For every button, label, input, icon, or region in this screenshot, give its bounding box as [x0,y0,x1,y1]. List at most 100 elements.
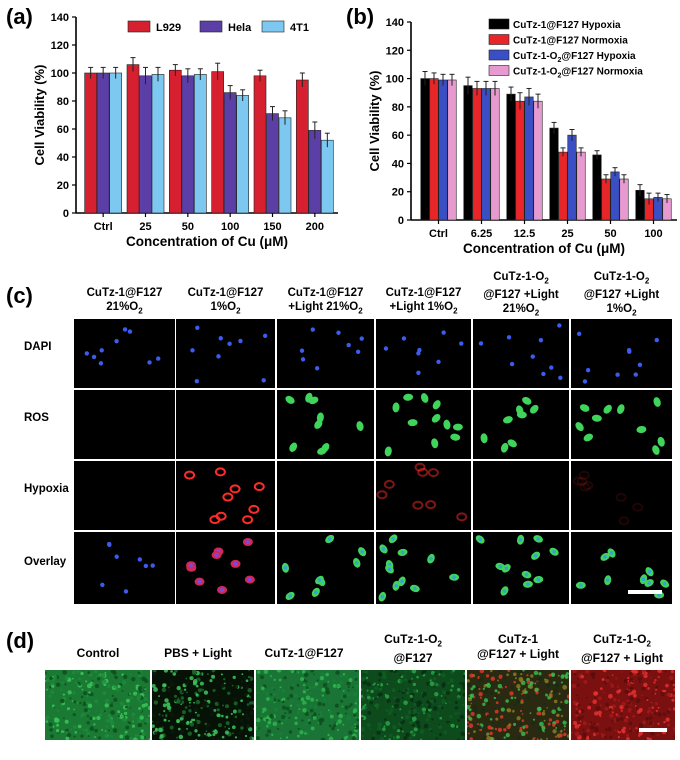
speckle [385,721,391,726]
speckle [366,682,371,687]
speckle [480,708,486,714]
nucleus-dot [190,348,195,353]
speckle [45,675,47,678]
speckle [50,690,55,695]
speckle [512,722,517,726]
bar-cutz-1-f127-normoxia [429,78,439,221]
speckle [393,713,397,716]
speckle [321,687,326,692]
speckle [521,719,525,722]
speckle [546,707,549,709]
speckle [365,676,369,680]
hypoxia-cell [582,481,594,491]
ros-cell [316,412,324,423]
hypoxia-cell [632,502,644,512]
overlay-nucleus [288,594,292,598]
speckle [329,714,334,719]
legend-label: 4T1 [290,22,309,34]
speckle [552,723,556,727]
speckle [177,697,180,700]
overlay-nucleus [360,549,364,554]
speckle [54,718,60,723]
hypoxia-cell [214,467,226,477]
speckle [456,738,460,740]
overlay-nucleus [533,553,538,558]
speckle [155,720,159,724]
speckle [302,700,307,706]
speckle [459,714,465,719]
speckle [419,729,425,734]
panel-d-image [467,670,569,740]
speckle [267,723,272,728]
speckle [605,728,609,732]
speckle [561,674,565,677]
overlay-nucleus [641,577,646,581]
speckle [526,736,531,740]
speckle [320,710,323,713]
speckle [320,672,325,677]
speckle [672,726,675,731]
speckle [438,673,441,676]
speckle [273,688,275,691]
speckle [498,670,502,673]
panel-d-label: CuTz-1-O2 @F127 + Light [580,632,664,666]
speckle [334,703,339,708]
panel-c-cell-dapi [571,319,672,388]
speckle [445,691,450,695]
nucleus-dot [216,354,221,359]
speckle [378,672,383,677]
speckle [667,723,671,727]
speckle [281,714,286,720]
speckle [111,735,113,738]
speckle [441,673,446,678]
speckle [502,705,505,708]
speckle [103,710,106,713]
panel-c-cell-dapi [176,319,275,388]
ros-cell [507,439,517,448]
speckle [612,704,616,709]
speckle [279,737,282,740]
x-tick-label: 150 [263,221,281,233]
speckle [469,737,473,740]
speckle [627,676,630,680]
speckle [391,706,393,709]
speckle [413,702,417,706]
speckle [528,684,533,689]
speckle [289,704,293,707]
speckle [181,710,186,715]
speckle [326,671,329,673]
speckle [296,711,300,715]
speckle [272,721,278,727]
ros-cell [431,438,439,449]
speckle [232,697,237,701]
hypoxia-cell [242,515,254,525]
speckle [416,724,421,729]
speckle [260,686,265,691]
speckle [637,672,640,675]
overlay-nucleus [579,583,583,588]
speckle [434,672,437,675]
nucleus-dot [147,360,152,365]
panel-d-label: PBS + Light [164,646,232,660]
bar-l929 [169,69,182,214]
speckle [297,727,300,730]
ros-cell [317,447,327,455]
speckle [404,678,408,682]
speckle [134,734,138,737]
speckle [148,678,150,681]
speckle [572,700,577,705]
speckle [620,671,623,673]
speckle [399,678,404,683]
speckle [139,715,144,720]
speckle [600,687,603,690]
speckle [578,723,581,727]
nucleus-dot [549,365,554,370]
speckle [503,736,506,739]
speckle [439,670,442,673]
speckle [211,674,216,679]
speckle [345,705,348,708]
speckle [468,723,474,729]
speckle [625,716,629,719]
speckle [322,703,326,707]
speckle [369,700,374,705]
